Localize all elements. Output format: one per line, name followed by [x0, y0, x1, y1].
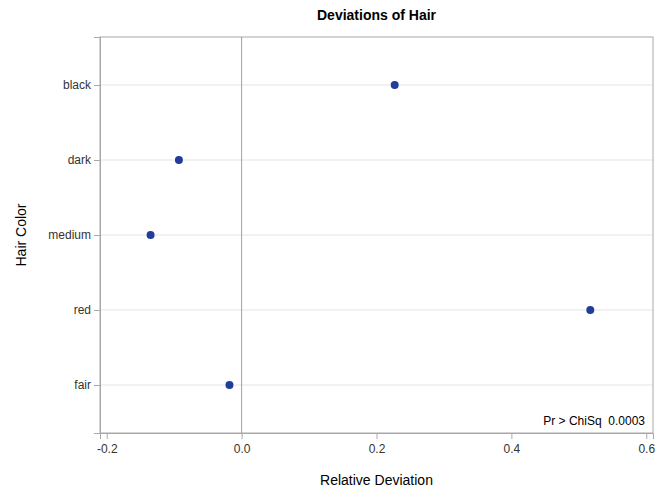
grid-line — [100, 160, 653, 161]
grid-line — [100, 385, 653, 386]
title: Deviations of Hair — [317, 7, 437, 23]
point — [175, 156, 183, 164]
x-tick: 0.2 — [369, 433, 386, 456]
points — [147, 81, 595, 389]
point — [391, 81, 399, 89]
point — [147, 231, 155, 239]
y-tick-mark — [94, 235, 100, 236]
y-tick: black — [63, 78, 100, 92]
y-axis-title: Hair Color — [13, 203, 29, 266]
plot-frame — [100, 37, 653, 433]
reference-line — [241, 37, 242, 433]
x-tick-mark — [242, 433, 243, 439]
y-tick-label: dark — [68, 153, 92, 167]
y-tick-label: fair — [74, 378, 91, 392]
x-tick-mark — [646, 433, 647, 439]
x-tick-mark — [511, 433, 512, 439]
grid — [100, 85, 653, 385]
x-tick-label: 0.6 — [638, 442, 655, 456]
grid-line — [100, 310, 653, 311]
x-tick-label: 0.2 — [369, 442, 386, 456]
x-tick-label: 0.0 — [234, 442, 251, 456]
grid-line — [100, 235, 653, 236]
y-tick: fair — [74, 378, 100, 392]
y-tick-label: red — [74, 303, 91, 317]
x-tick: 0.6 — [638, 433, 655, 456]
y-tick-mark — [94, 310, 100, 311]
y-tick: dark — [68, 153, 100, 167]
x-tick-label: -0.2 — [97, 442, 118, 456]
grid-line — [100, 85, 653, 86]
y-axis-line — [94, 38, 101, 434]
x-axis: -0.2 0.0 0.2 0.4 0.6 — [97, 433, 656, 456]
x-tick: -0.2 — [97, 433, 118, 456]
y-tick-mark — [94, 85, 100, 86]
x-tick-label: 0.4 — [504, 442, 521, 456]
y-tick-mark — [94, 385, 100, 386]
annotation: Pr > ChiSq 0.0003 — [543, 414, 645, 428]
point — [586, 306, 594, 314]
point — [225, 381, 233, 389]
x-axis-title: Relative Deviation — [320, 472, 433, 488]
plot-area: -0.2 0.0 0.2 0.4 0.6 black dark medium red fair — [48, 37, 655, 456]
x-tick-mark — [377, 433, 378, 439]
x-tick: 0.4 — [504, 433, 521, 456]
y-axis: black dark medium red fair — [48, 38, 100, 434]
y-tick-mark — [94, 160, 100, 161]
y-tick-label: medium — [48, 228, 91, 242]
y-tick: medium — [48, 228, 100, 242]
x-tick-mark — [107, 433, 108, 439]
chart: -0.2 0.0 0.2 0.4 0.6 black dark medium red fair De… — [0, 0, 666, 500]
y-tick: red — [74, 303, 100, 317]
y-tick-label: black — [63, 78, 92, 92]
x-tick: 0.0 — [234, 433, 251, 456]
x-axis-line — [101, 434, 654, 440]
